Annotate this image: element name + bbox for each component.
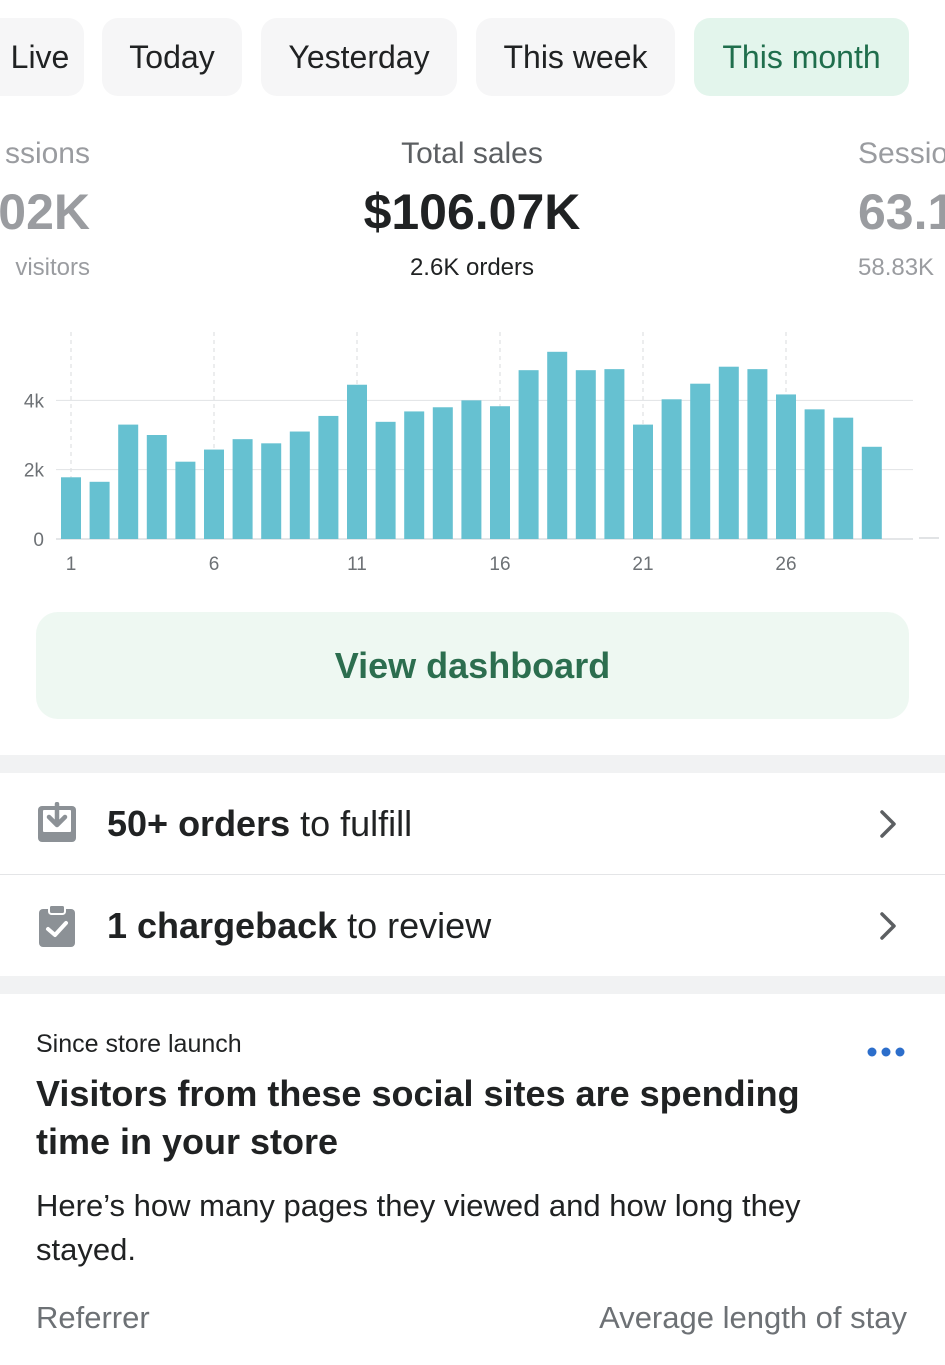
task-bold: 50+ orders (107, 803, 291, 844)
metric-total-sales[interactable]: Total sales $106.07K 2.6K orders (272, 132, 672, 288)
tab-yesterday-label: Yesterday (288, 39, 430, 75)
metric-sub: visitors (15, 254, 90, 281)
insight-eyebrow: Since store launch (36, 1030, 242, 1058)
tab-today[interactable]: Today (102, 18, 242, 96)
chart-bar[interactable] (804, 409, 825, 539)
tab-today-label: Today (129, 39, 215, 75)
task-orders-to-fulfill[interactable]: 50+ orders to fulfill (0, 774, 945, 874)
chart-bar[interactable] (289, 431, 310, 539)
task-text: 1 chargeback to review (107, 876, 491, 976)
chart-bar[interactable] (776, 394, 796, 539)
chart-bar[interactable] (518, 370, 539, 539)
metric-value: $106.07K (363, 184, 581, 240)
insight-card: Since store launch Visitors from these s… (0, 994, 945, 1365)
chart-bar[interactable] (261, 443, 282, 539)
metric-label: Total sales (401, 137, 543, 170)
chevron-right-icon (880, 912, 896, 940)
x-tick-label: 21 (632, 554, 653, 575)
insight-description: Here’s how many pages they viewed and ho… (36, 1188, 801, 1267)
column-header-average-stay: Average length of stay (599, 1300, 907, 1335)
task-text: 50+ orders to fulfill (107, 774, 412, 874)
metric-label: ssions (4, 137, 90, 170)
section-divider (0, 976, 945, 994)
tab-this-week[interactable]: This week (476, 18, 675, 96)
y-tick-label: 2k (24, 461, 45, 482)
metric-sessions-left[interactable]: ssions 02K visitors (0, 132, 90, 288)
chart-bar[interactable] (690, 383, 711, 539)
section-divider (0, 755, 945, 773)
chart-bar[interactable] (61, 477, 81, 539)
task-rest: to review (337, 905, 492, 946)
date-range-tabs: Live Today Yesterday This week This mont… (0, 18, 945, 96)
tab-this-week-label: This week (503, 39, 648, 75)
x-tick-label: 26 (775, 554, 796, 575)
chart-bar[interactable] (919, 537, 939, 539)
chart-bar[interactable] (490, 406, 510, 539)
metric-value: 63.1 (858, 184, 945, 240)
column-header-referrer: Referrer (36, 1300, 150, 1335)
chart-bar[interactable] (861, 446, 882, 539)
chart-bar[interactable] (432, 407, 453, 539)
chart-bar[interactable] (146, 435, 167, 539)
y-tick-label: 0 (33, 530, 44, 551)
chart-bar[interactable] (661, 399, 682, 539)
more-horizontal-icon[interactable] (867, 1046, 905, 1058)
chart-bar[interactable] (833, 417, 854, 539)
chevron-right-icon (880, 810, 896, 838)
chart-bar[interactable] (347, 384, 367, 539)
chart-bar[interactable] (175, 461, 196, 539)
metric-sessions-right[interactable]: Sessio 63.1 58.83K (858, 132, 945, 288)
chart-bar[interactable] (232, 439, 253, 539)
x-tick-label: 1 (66, 554, 77, 575)
tab-yesterday[interactable]: Yesterday (261, 18, 457, 96)
insight-headline: Visitors from these social sites are spe… (36, 1073, 800, 1162)
metric-sub: 2.6K orders (409, 254, 535, 281)
tab-live[interactable]: Live (0, 18, 84, 96)
x-tick-label: 16 (489, 554, 510, 575)
view-dashboard-button[interactable]: View dashboard (36, 612, 909, 719)
chart-bar[interactable] (547, 351, 568, 539)
chart-bar[interactable] (633, 424, 653, 539)
chart-bar[interactable] (404, 411, 425, 539)
chart-bar[interactable] (575, 370, 596, 539)
chart-bar[interactable] (461, 400, 482, 539)
tab-live-label: Live (10, 39, 70, 75)
tab-this-month[interactable]: This month (694, 18, 909, 96)
metric-label: Sessio (858, 137, 945, 170)
metric-value: 02K (0, 184, 90, 240)
task-chargeback-to-review[interactable]: 1 chargeback to review (0, 876, 945, 976)
chart-bar[interactable] (604, 369, 625, 539)
task-bold: 1 chargeback (107, 905, 338, 946)
chart-bar[interactable] (89, 481, 110, 539)
tab-this-month-label: This month (722, 39, 881, 75)
x-tick-label: 6 (209, 554, 220, 575)
chart-bar[interactable] (318, 415, 339, 539)
chart-bar[interactable] (747, 369, 768, 539)
task-rest: to fulfill (290, 803, 413, 844)
download-tray-icon (38, 802, 76, 842)
y-tick-label: 4k (24, 391, 45, 412)
x-tick-label: 11 (347, 554, 367, 575)
clipboard-check-icon (39, 904, 75, 947)
chart-bar[interactable] (204, 449, 224, 539)
chart-bar[interactable] (118, 424, 139, 539)
row-separator (0, 874, 945, 875)
chart-bar[interactable] (718, 366, 739, 539)
metric-sub: 58.83K (858, 254, 935, 281)
chart-bar[interactable] (375, 421, 396, 539)
